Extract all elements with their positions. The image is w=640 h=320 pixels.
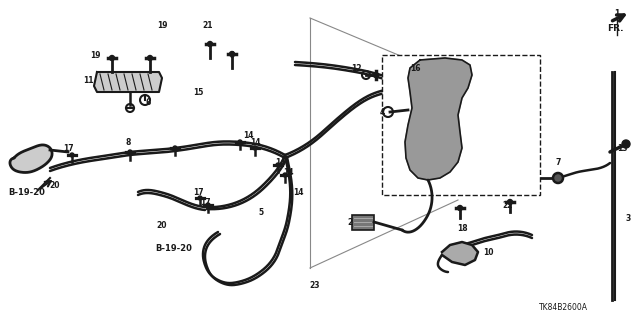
Text: 10: 10 [483, 247, 493, 257]
Text: 18: 18 [457, 223, 467, 233]
Text: 14: 14 [275, 157, 285, 166]
Bar [382, 55, 540, 195]
Text: 5: 5 [259, 207, 264, 217]
Text: 19: 19 [90, 51, 100, 60]
Text: 21: 21 [203, 20, 213, 29]
Text: 14: 14 [243, 131, 253, 140]
Circle shape [207, 42, 212, 46]
Circle shape [276, 163, 280, 167]
Text: 7: 7 [556, 157, 561, 166]
Circle shape [128, 150, 132, 154]
Text: 11: 11 [83, 76, 93, 84]
Text: 14: 14 [292, 188, 303, 196]
Text: 20: 20 [50, 180, 60, 189]
Polygon shape [10, 145, 52, 172]
Text: 15: 15 [193, 87, 203, 97]
Text: 23: 23 [310, 281, 320, 290]
Text: 13: 13 [617, 143, 627, 153]
Bar [352, 215, 374, 230]
Circle shape [283, 173, 287, 177]
Circle shape [374, 73, 378, 77]
Circle shape [109, 55, 115, 60]
Text: 14: 14 [250, 138, 260, 147]
Circle shape [70, 153, 74, 157]
Circle shape [147, 55, 152, 60]
Text: 6: 6 [145, 98, 150, 107]
Text: 16: 16 [410, 63, 420, 73]
Circle shape [419, 58, 424, 62]
Text: 14: 14 [283, 167, 293, 177]
Circle shape [206, 203, 210, 207]
Text: 20: 20 [157, 220, 167, 229]
Circle shape [622, 140, 630, 148]
Text: 3: 3 [625, 213, 630, 222]
Text: 17: 17 [193, 188, 204, 196]
Text: TK84B2600A: TK84B2600A [539, 303, 588, 312]
Circle shape [553, 173, 563, 183]
Text: 22: 22 [503, 201, 513, 210]
Text: 12: 12 [351, 63, 361, 73]
Circle shape [238, 140, 242, 144]
Text: 17: 17 [63, 143, 74, 153]
Text: 4: 4 [380, 108, 385, 116]
Polygon shape [442, 242, 478, 265]
Text: 2: 2 [348, 218, 353, 227]
Text: 1: 1 [614, 9, 620, 18]
Text: FR.: FR. [607, 24, 623, 33]
Text: 9: 9 [229, 51, 235, 60]
Text: B-19-20: B-19-20 [155, 244, 192, 252]
Circle shape [230, 52, 234, 57]
Circle shape [458, 205, 463, 211]
Circle shape [253, 146, 257, 150]
Text: B-19-20: B-19-20 [8, 188, 45, 196]
Text: 8: 8 [125, 138, 131, 147]
Text: 17: 17 [200, 197, 211, 206]
Circle shape [173, 146, 177, 150]
Polygon shape [405, 58, 472, 180]
Polygon shape [94, 72, 162, 92]
Circle shape [198, 196, 202, 200]
Text: 19: 19 [157, 20, 167, 29]
Circle shape [508, 199, 513, 204]
